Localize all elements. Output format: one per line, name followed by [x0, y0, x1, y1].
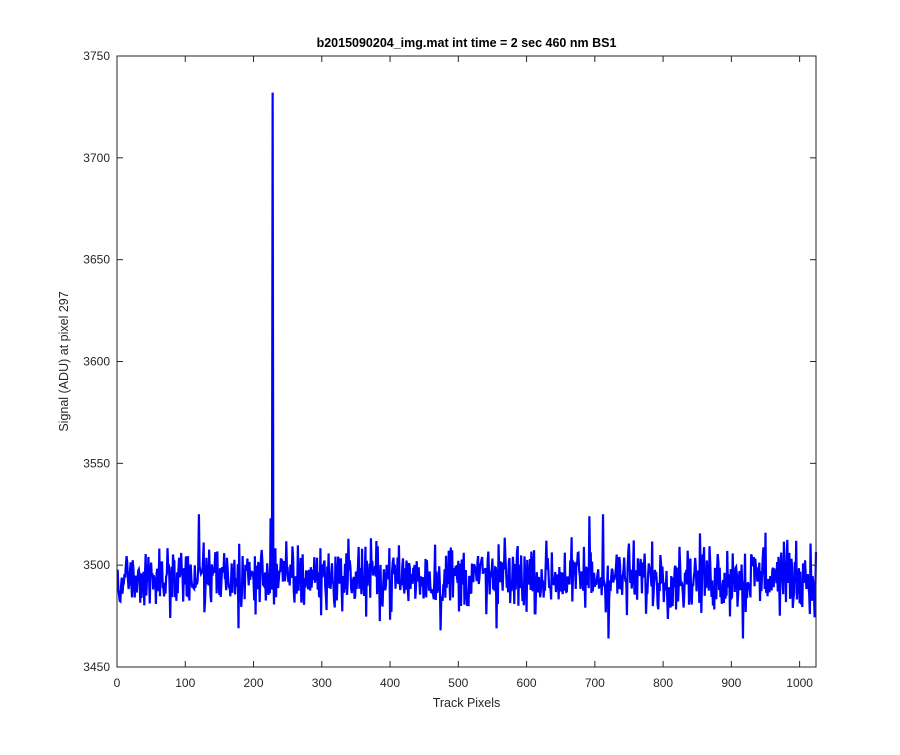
- x-tick-label: 900: [721, 676, 741, 690]
- x-tick-label: 600: [517, 676, 537, 690]
- x-axis-label: Track Pixels: [433, 696, 501, 710]
- x-tick-label: 500: [448, 676, 468, 690]
- y-tick-label: 3550: [83, 456, 110, 470]
- signal-series-line: [116, 92, 818, 639]
- y-tick-label: 3600: [83, 355, 110, 369]
- x-tick-label: 300: [312, 676, 332, 690]
- x-tick-label: 400: [380, 676, 400, 690]
- x-tick-label: 200: [244, 676, 264, 690]
- x-tick-label: 800: [653, 676, 673, 690]
- chart-title: b2015090204_img.mat int time = 2 sec 460…: [317, 36, 617, 50]
- y-tick-label: 3750: [83, 49, 110, 63]
- y-tick-label: 3450: [83, 660, 110, 674]
- y-axis-label: Signal (ADU) at pixel 297: [57, 291, 71, 431]
- x-tick-label: 700: [585, 676, 605, 690]
- x-tick-label: 1000: [786, 676, 813, 690]
- x-tick-label: 100: [175, 676, 195, 690]
- y-tick-label: 3650: [83, 253, 110, 267]
- y-tick-label: 3500: [83, 558, 110, 572]
- y-tick-label: 3700: [83, 151, 110, 165]
- x-tick-label: 0: [114, 676, 121, 690]
